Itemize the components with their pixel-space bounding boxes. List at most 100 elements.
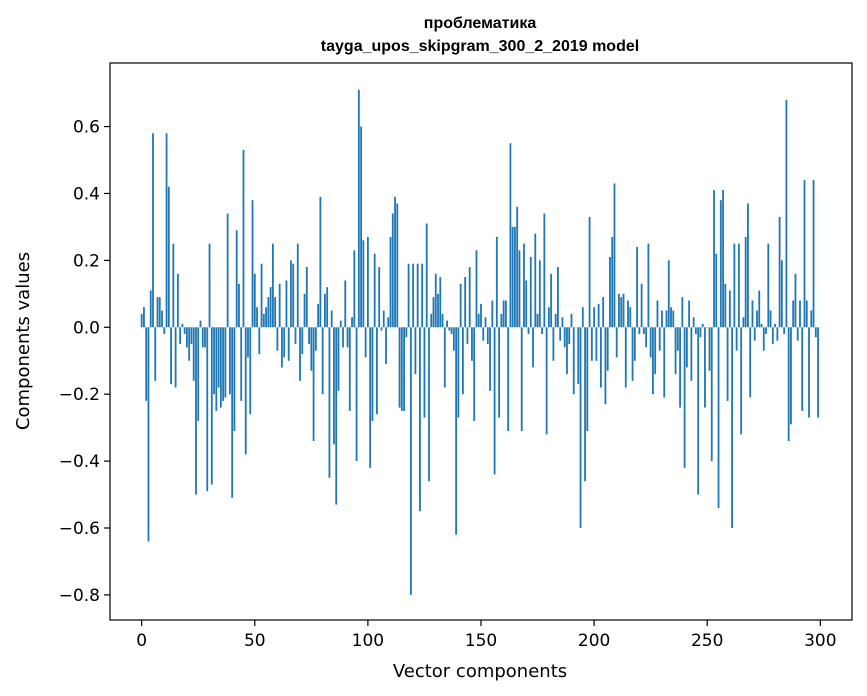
bar-136	[448, 327, 451, 331]
bar-289	[794, 273, 797, 328]
bar-22	[190, 327, 193, 345]
bar-212	[620, 297, 623, 328]
bar-106	[380, 327, 383, 331]
bar-190	[570, 313, 573, 328]
bar-109	[387, 317, 390, 328]
bar-252	[710, 327, 713, 462]
bar-128	[430, 313, 433, 328]
bar-3	[147, 327, 150, 542]
bar-213	[622, 293, 625, 328]
bar-224	[647, 243, 650, 328]
bar-101	[369, 327, 372, 468]
bar-1	[143, 307, 145, 328]
bar-75	[310, 327, 313, 371]
bar-229	[658, 327, 661, 351]
bar-270	[751, 300, 754, 328]
bar-126	[425, 223, 428, 328]
bar-89	[342, 327, 344, 348]
bar-71	[301, 327, 304, 355]
x-tick-label: 250	[691, 631, 723, 651]
bar-103	[373, 253, 376, 328]
bar-173	[532, 327, 534, 368]
bar-74	[308, 327, 310, 345]
bar-197	[586, 327, 589, 431]
bar-59	[274, 297, 277, 328]
bar-291	[799, 300, 801, 328]
bar-20	[186, 327, 188, 348]
bar-15	[174, 327, 177, 388]
bar-228	[656, 300, 659, 328]
bar-286	[787, 327, 790, 442]
bar-98	[362, 240, 365, 328]
bar-293	[803, 180, 806, 328]
bar-31	[210, 327, 213, 485]
bar-193	[577, 327, 580, 385]
bar-267	[744, 236, 747, 328]
bar-272	[756, 310, 758, 328]
bar-276	[765, 327, 767, 334]
bar-13	[170, 327, 172, 385]
bar-66	[290, 260, 292, 328]
bar-271	[753, 327, 756, 341]
bar-121	[414, 327, 417, 375]
bar-221	[640, 283, 643, 328]
bar-181	[550, 273, 553, 328]
bar-154	[489, 327, 491, 391]
bar-297	[812, 180, 815, 328]
bar-28	[204, 327, 206, 348]
bar-277	[767, 243, 770, 328]
bar-161	[504, 300, 507, 328]
bar-160	[502, 300, 505, 328]
bar-284	[783, 327, 786, 334]
bar-298	[814, 327, 817, 338]
bar-204	[602, 297, 605, 328]
bar-219	[636, 246, 638, 328]
bar-7	[156, 297, 159, 328]
bar-38	[226, 213, 229, 328]
bar-295	[808, 327, 810, 418]
bar-112	[394, 196, 396, 328]
bar-248	[701, 323, 704, 328]
bar-282	[778, 216, 781, 328]
bar-254	[715, 253, 718, 328]
bar-50	[253, 273, 256, 328]
bar-65	[287, 327, 290, 361]
bar-72	[303, 293, 306, 328]
bar-90	[344, 280, 347, 328]
bar-80	[321, 327, 324, 395]
bar-274	[760, 323, 763, 328]
bar-179	[545, 327, 548, 435]
bar-63	[283, 327, 286, 358]
chart-title-line-2: tayga_upos_skipgram_300_2_2019 model	[321, 38, 639, 55]
bar-150	[480, 303, 482, 328]
bar-280	[774, 323, 776, 328]
bar-139	[455, 327, 458, 535]
bar-61	[278, 283, 281, 328]
y-tick-label: 0.0	[73, 318, 100, 338]
bar-123	[419, 327, 421, 512]
x-tick-label: 50	[244, 631, 266, 651]
bar-234	[670, 307, 672, 328]
bar-194	[579, 327, 582, 529]
bar-122	[416, 263, 419, 328]
y-tick-label: 0.6	[73, 118, 100, 138]
bar-84	[330, 310, 333, 328]
bar-14	[172, 243, 175, 328]
bar-135	[446, 320, 448, 328]
bar-55	[265, 307, 267, 328]
bar-58	[271, 243, 274, 328]
bar-145	[468, 267, 471, 328]
bar-27	[201, 327, 204, 348]
bar-24	[195, 327, 197, 495]
bar-85	[333, 327, 335, 445]
bar-196	[584, 327, 586, 482]
x-tick-label: 0	[136, 631, 147, 651]
x-tick-label: 300	[804, 631, 836, 651]
bar-231	[663, 327, 666, 398]
bar-107	[382, 310, 385, 328]
bar-137	[450, 327, 453, 334]
bar-281	[776, 327, 779, 341]
y-tick-label: −0.2	[59, 385, 100, 405]
bar-43	[238, 283, 240, 328]
y-tick-label: 0.4	[73, 184, 100, 204]
